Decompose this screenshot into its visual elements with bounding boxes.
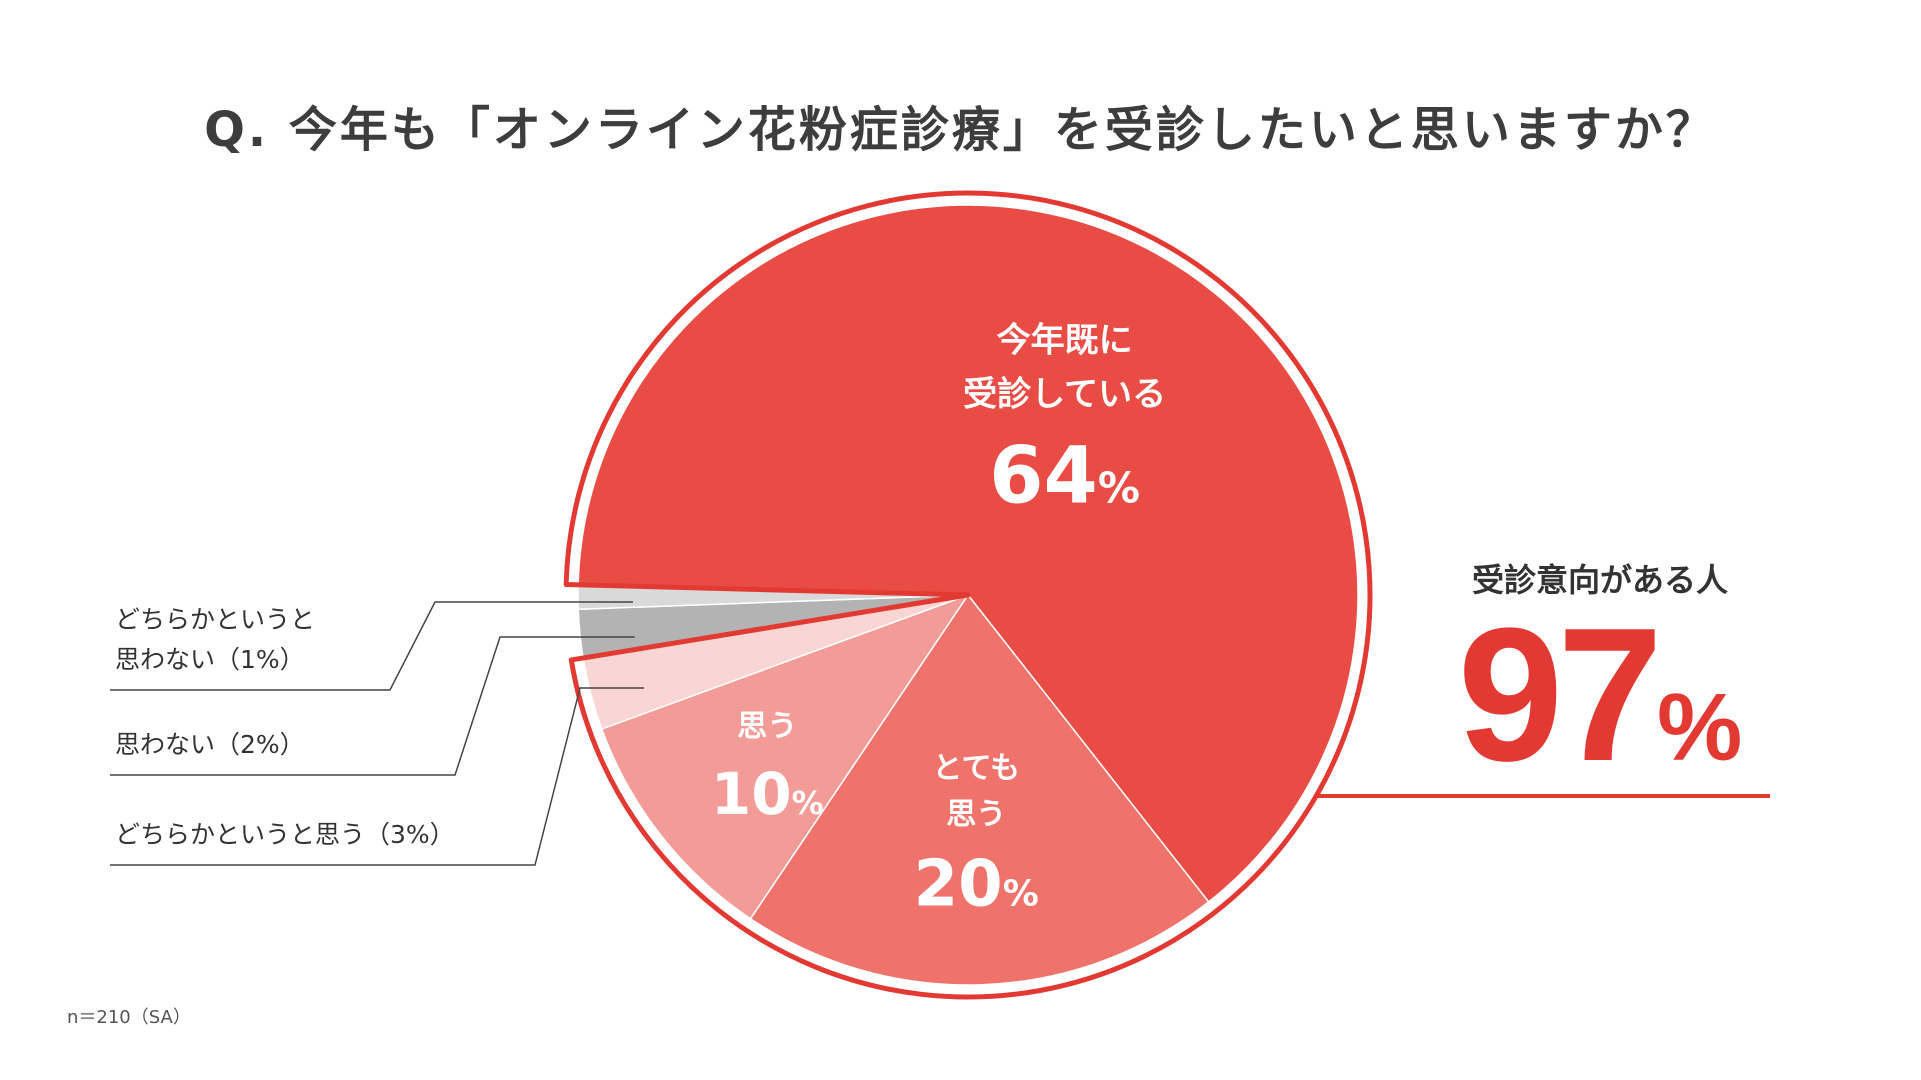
callout-value: 97% — [1425, 600, 1775, 790]
label-somewhat-agree: どちらかというと思う（3%） — [115, 820, 455, 849]
label-disagree: 思わない（2%） — [115, 730, 305, 759]
callout-title: 受診意向がある人 — [1471, 561, 1728, 599]
callout-number: 97 — [1457, 589, 1663, 801]
leader-line-0 — [110, 601, 633, 691]
slice-value-2: 10% — [711, 760, 824, 828]
leader-line-1 — [110, 636, 635, 776]
slice-label-2-line-0: 思う — [737, 709, 797, 744]
slice-label-0-line-1: 受診している — [963, 375, 1166, 415]
pie-slice-1 — [749, 593, 1210, 986]
slice-value-1: 20% — [914, 847, 1039, 921]
callout-unit: % — [1656, 674, 1743, 781]
leader-lines — [110, 601, 644, 866]
leader-line-2 — [110, 687, 644, 866]
slice-label-1-line-0: とても — [932, 751, 1020, 786]
chart-title: Q. 今年も「オンライン花粉症診療」を受診したいと思いますか？ — [204, 102, 1717, 158]
highlight-outline — [563, 190, 1770, 1000]
pie-slice-0 — [577, 204, 1359, 903]
slice-value-0: 64% — [989, 432, 1140, 522]
label-somewhat-disagree: どちらかというと 思わない（1%） — [115, 605, 316, 674]
sample-note: n＝210（SA） — [67, 1007, 191, 1028]
slice-label-0-line-0: 今年既に — [997, 321, 1133, 361]
highlight-arc — [563, 190, 1373, 1000]
slice-label-1-line-1: 思う — [946, 797, 1006, 832]
pie-slice-2 — [600, 593, 970, 920]
